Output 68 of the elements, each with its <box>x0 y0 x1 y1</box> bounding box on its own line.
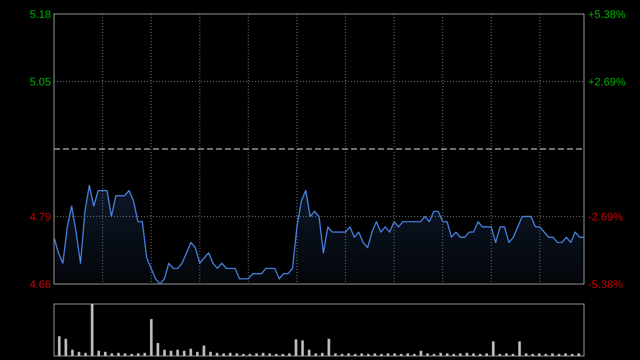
bar <box>196 352 199 356</box>
y-tick-label: 4.66 <box>30 279 51 291</box>
bar <box>472 353 475 356</box>
bar <box>136 353 140 356</box>
bar <box>492 341 495 356</box>
bar <box>393 353 396 356</box>
bar <box>386 353 390 356</box>
bar <box>334 353 337 356</box>
bar <box>347 353 350 356</box>
bar <box>294 339 298 356</box>
bar <box>551 353 554 356</box>
bar <box>255 353 258 356</box>
bar <box>90 304 94 356</box>
bar <box>228 352 232 356</box>
bar <box>222 353 225 356</box>
y-tick-label: 5.18 <box>30 9 51 21</box>
bar <box>374 353 376 356</box>
bar <box>320 352 324 356</box>
bar <box>466 352 468 356</box>
y-tick-label: 4.79 <box>30 212 51 224</box>
bar <box>459 353 462 356</box>
bar <box>176 350 179 356</box>
bar <box>189 348 192 356</box>
bar <box>426 353 429 356</box>
bar <box>156 343 160 356</box>
bar <box>163 350 166 356</box>
bar <box>84 352 87 356</box>
bar <box>104 352 107 356</box>
bar <box>209 352 212 356</box>
bar <box>420 350 422 356</box>
bar <box>301 340 304 356</box>
bar <box>170 350 172 356</box>
y2-tick-label: -2.69% <box>588 212 624 224</box>
bar <box>505 353 508 356</box>
bar <box>288 353 291 356</box>
y2-tick-label: +2.69% <box>588 76 626 88</box>
bar <box>64 338 68 356</box>
bar <box>216 352 218 356</box>
bar <box>182 350 186 356</box>
bar <box>58 336 61 356</box>
bar <box>97 350 100 356</box>
y2-tick-label: -5.38% <box>588 279 624 291</box>
bar <box>71 350 74 356</box>
bar <box>308 350 310 356</box>
bar <box>110 353 114 356</box>
bar <box>268 353 271 356</box>
bar <box>439 352 442 356</box>
bar <box>406 353 410 356</box>
bar <box>150 319 153 356</box>
bar <box>143 352 146 356</box>
y2-tick-label: +5.38% <box>588 9 626 21</box>
bar <box>564 353 567 356</box>
bar <box>314 353 318 356</box>
bar <box>328 338 330 356</box>
bar <box>577 353 580 356</box>
bar <box>446 353 449 356</box>
bar <box>485 353 488 356</box>
y-tick-label: 5.05 <box>30 76 51 88</box>
bar <box>202 346 206 356</box>
bar <box>524 353 528 356</box>
bar <box>78 352 80 356</box>
bar <box>117 352 120 356</box>
bar <box>538 353 541 356</box>
bar <box>518 341 521 356</box>
bar <box>124 353 126 356</box>
bar <box>360 353 364 356</box>
bar <box>235 353 238 356</box>
bar <box>262 352 264 356</box>
